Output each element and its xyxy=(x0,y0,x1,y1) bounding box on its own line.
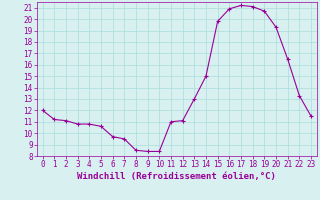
X-axis label: Windchill (Refroidissement éolien,°C): Windchill (Refroidissement éolien,°C) xyxy=(77,172,276,181)
